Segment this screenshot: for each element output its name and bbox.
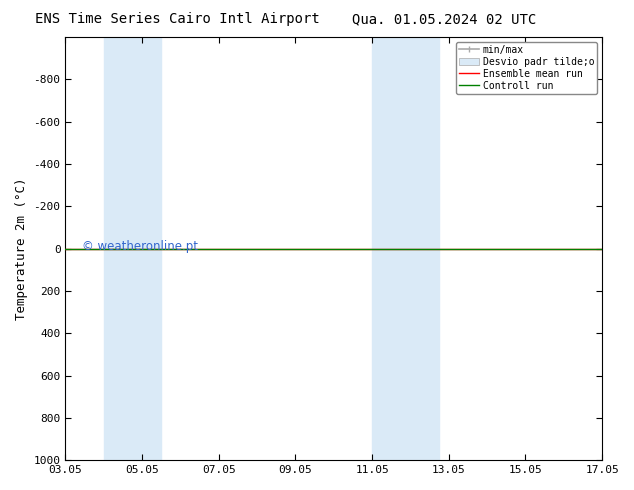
Bar: [104, 37, 161, 460]
Text: ENS Time Series Cairo Intl Airport: ENS Time Series Cairo Intl Airport: [35, 12, 320, 26]
Bar: [372, 37, 439, 460]
Text: Qua. 01.05.2024 02 UTC: Qua. 01.05.2024 02 UTC: [352, 12, 536, 26]
Legend: min/max, Desvio padr tilde;o, Ensemble mean run, Controll run: min/max, Desvio padr tilde;o, Ensemble m…: [456, 42, 597, 94]
Text: © weatheronline.pt: © weatheronline.pt: [82, 240, 198, 253]
Y-axis label: Temperature 2m (°C): Temperature 2m (°C): [15, 177, 28, 320]
